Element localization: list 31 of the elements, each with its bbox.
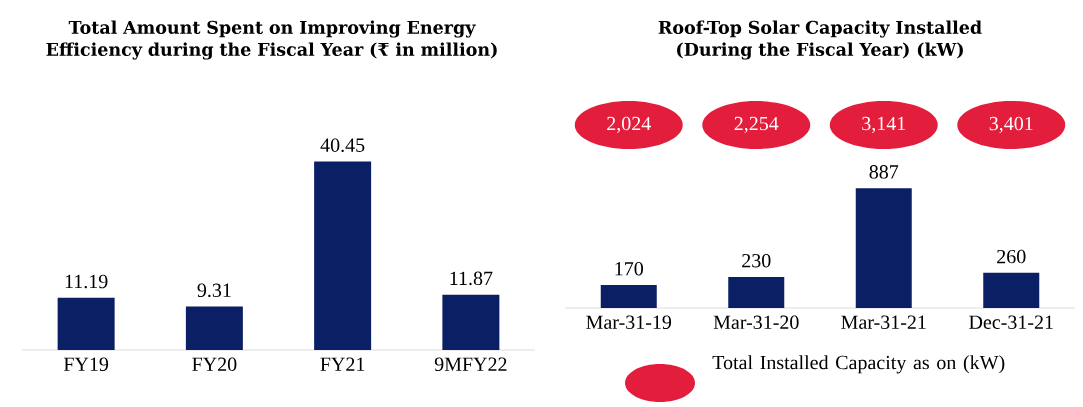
text: 3,401: [989, 116, 1033, 134]
x-tick-label: 9MFY22: [434, 357, 507, 371]
chart-title: Total Amount Spent on Improving Energy Efficiency during the Fiscal Year (₹ in million): [46, 20, 497, 60]
data-label: 260: [997, 249, 1026, 264]
bar: [57, 297, 115, 350]
x-tick-label: Dec-31-21: [969, 315, 1053, 329]
x-tick-label: FY19: [63, 357, 109, 371]
x-tick-label: FY21: [320, 357, 365, 371]
text: 2,024: [607, 116, 651, 134]
data-label: 230: [742, 253, 771, 268]
text: 3,141: [862, 116, 906, 134]
x-tick-label: FY20: [192, 357, 237, 372]
bar: [185, 306, 243, 350]
x-tick-label: Mar-31-20: [713, 315, 799, 330]
data-label: 9.31: [197, 283, 231, 298]
data-label: 170: [615, 262, 643, 276]
data-label: 40.45: [320, 138, 365, 152]
data-label: 11.87: [450, 271, 493, 286]
x-tick-label: Mar-31-21: [841, 315, 926, 329]
bar: [600, 285, 657, 308]
x-tick-label: Mar-31-19: [586, 315, 672, 329]
bar: [442, 294, 500, 350]
bar: [314, 161, 372, 350]
text: 2,254: [734, 116, 779, 134]
data-label: 11.19: [65, 274, 108, 289]
bar: [728, 276, 785, 308]
chart-title: Roof-Top Solar Capacity Installed (During the Fiscal Year) (kW): [658, 20, 982, 60]
bar: [983, 272, 1040, 308]
data-label: 887: [869, 165, 899, 179]
bar: [855, 188, 912, 308]
text: Total Installed Capacity as on (kW): [712, 355, 1005, 374]
